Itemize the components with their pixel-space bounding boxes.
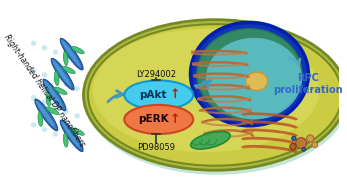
Circle shape [74, 59, 80, 64]
Ellipse shape [54, 87, 67, 94]
Text: ↑: ↑ [170, 88, 180, 101]
Ellipse shape [64, 133, 68, 147]
Text: Right-handed helical DP nanofibers: Right-handed helical DP nanofibers [2, 33, 87, 148]
Ellipse shape [197, 29, 302, 119]
Ellipse shape [191, 132, 230, 149]
Circle shape [53, 77, 58, 82]
Circle shape [31, 122, 36, 128]
Ellipse shape [61, 122, 80, 148]
Ellipse shape [84, 22, 347, 175]
Ellipse shape [51, 58, 74, 90]
Circle shape [64, 54, 69, 60]
Ellipse shape [124, 81, 193, 109]
Circle shape [307, 135, 314, 142]
Ellipse shape [38, 112, 43, 126]
Ellipse shape [71, 128, 84, 135]
Text: LY294002: LY294002 [136, 70, 176, 79]
Ellipse shape [124, 105, 193, 134]
Ellipse shape [45, 107, 59, 114]
Text: ↑: ↑ [170, 113, 180, 126]
Circle shape [74, 140, 80, 146]
FancyArrowPatch shape [195, 81, 211, 88]
FancyArrowPatch shape [288, 59, 300, 65]
Ellipse shape [60, 120, 83, 152]
Ellipse shape [71, 46, 84, 54]
Ellipse shape [191, 22, 308, 126]
Ellipse shape [64, 51, 68, 66]
Circle shape [302, 148, 306, 151]
Ellipse shape [52, 60, 71, 87]
Circle shape [312, 142, 318, 148]
Circle shape [64, 108, 69, 114]
Circle shape [296, 138, 307, 149]
Circle shape [53, 104, 58, 109]
Circle shape [64, 81, 69, 87]
Ellipse shape [46, 92, 51, 106]
Circle shape [290, 143, 296, 150]
FancyArrowPatch shape [108, 91, 123, 102]
Ellipse shape [44, 81, 63, 108]
Ellipse shape [206, 38, 302, 119]
Ellipse shape [88, 24, 342, 166]
Circle shape [31, 95, 36, 100]
Circle shape [74, 86, 80, 91]
Circle shape [74, 113, 80, 119]
Circle shape [42, 99, 47, 105]
Text: RPC
proliferation: RPC proliferation [273, 73, 343, 95]
Text: pERK: pERK [138, 115, 169, 124]
Ellipse shape [35, 99, 58, 131]
Circle shape [42, 45, 47, 50]
Ellipse shape [36, 101, 55, 127]
Ellipse shape [43, 79, 66, 111]
Circle shape [31, 40, 36, 46]
Ellipse shape [60, 38, 83, 70]
Ellipse shape [84, 20, 347, 170]
Ellipse shape [54, 71, 59, 85]
Circle shape [42, 72, 47, 78]
Circle shape [31, 68, 36, 73]
Circle shape [291, 136, 296, 141]
Ellipse shape [93, 29, 319, 152]
Circle shape [64, 136, 69, 141]
Circle shape [42, 127, 47, 132]
Ellipse shape [61, 40, 80, 67]
Ellipse shape [62, 66, 75, 74]
Text: PD98059: PD98059 [137, 143, 175, 152]
Text: pAkt: pAkt [139, 90, 167, 100]
Ellipse shape [246, 72, 268, 90]
Circle shape [53, 131, 58, 137]
Circle shape [53, 50, 58, 55]
